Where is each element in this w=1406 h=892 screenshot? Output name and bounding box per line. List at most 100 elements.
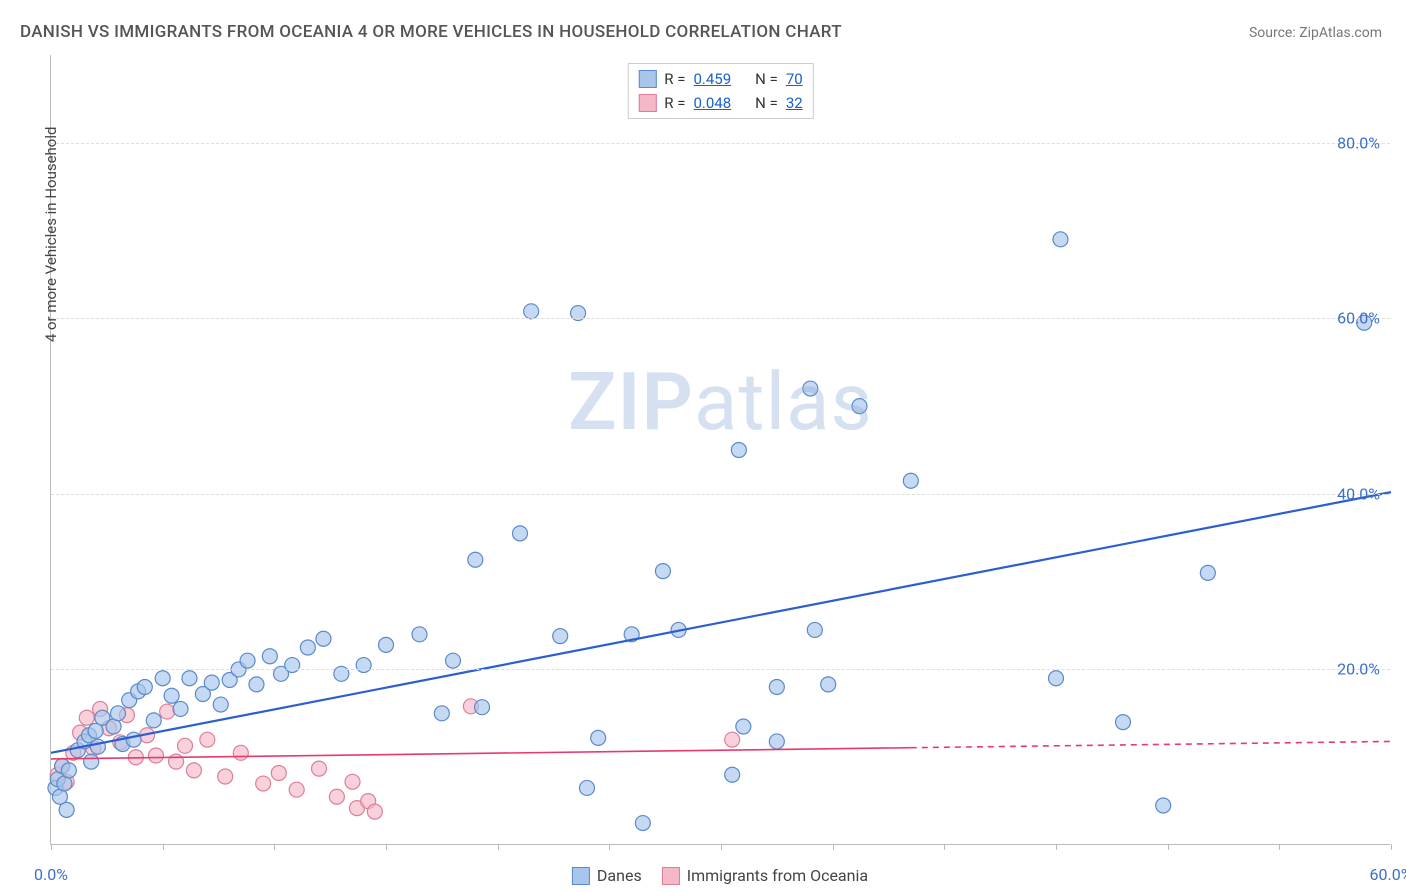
scatter-point: [1200, 565, 1215, 580]
trend-line-dashed: [911, 741, 1391, 747]
x-tick: [721, 844, 722, 850]
scatter-point: [249, 677, 264, 692]
n-value-danes[interactable]: 70: [786, 70, 803, 88]
scatter-point: [345, 774, 360, 789]
legend-swatch-oceania: [638, 94, 656, 112]
scatter-point: [434, 706, 449, 721]
x-tick: [163, 844, 164, 850]
x-tick: [274, 844, 275, 850]
scatter-point: [446, 653, 461, 668]
scatter-point: [316, 631, 331, 646]
scatter-point: [256, 776, 271, 791]
chart-container: ZIPatlas R = 0.459 N = 70 R = 0.048 N = …: [50, 55, 1390, 845]
trend-line: [51, 492, 1391, 753]
scatter-point: [725, 732, 740, 747]
scatter-point: [1049, 671, 1064, 686]
y-tick-label: 80.0%: [1337, 133, 1380, 152]
scatter-point: [524, 304, 539, 319]
scatter-point: [553, 629, 568, 644]
scatter-point: [731, 443, 746, 458]
y-tick-label: 20.0%: [1337, 660, 1380, 679]
x-tick: [1391, 844, 1392, 850]
scatter-point: [233, 745, 248, 760]
scatter-point: [160, 704, 175, 719]
n-value-oceania[interactable]: 32: [786, 94, 803, 112]
legend-stats-row-danes: R = 0.459 N = 70: [638, 67, 802, 91]
scatter-point: [146, 713, 161, 728]
scatter-point: [59, 802, 74, 817]
scatter-point: [635, 816, 650, 831]
scatter-point: [178, 738, 193, 753]
x-tick: [609, 844, 610, 850]
scatter-point: [213, 697, 228, 712]
scatter-point: [1116, 715, 1131, 730]
scatter-point: [769, 734, 784, 749]
scatter-point: [169, 754, 184, 769]
scatter-svg: [51, 55, 1390, 844]
scatter-point: [821, 677, 836, 692]
scatter-point: [111, 706, 126, 721]
scatter-point: [148, 748, 163, 763]
scatter-point: [262, 649, 277, 664]
scatter-point: [186, 763, 201, 778]
scatter-point: [807, 622, 822, 637]
gridline: [51, 318, 1390, 319]
scatter-point: [79, 710, 94, 725]
scatter-point: [367, 804, 382, 819]
r-value-danes[interactable]: 0.459: [693, 70, 731, 88]
scatter-point: [204, 675, 219, 690]
x-tick: [386, 844, 387, 850]
scatter-point: [61, 763, 76, 778]
x-tick: [51, 844, 52, 850]
x-tick-label: 0.0%: [34, 865, 68, 884]
x-tick: [498, 844, 499, 850]
scatter-point: [769, 680, 784, 695]
x-tick-label: 60.0%: [1370, 865, 1406, 884]
scatter-point: [312, 761, 327, 776]
scatter-point: [725, 767, 740, 782]
scatter-point: [240, 653, 255, 668]
y-tick-label: 60.0%: [1337, 309, 1380, 328]
scatter-point: [90, 739, 105, 754]
scatter-point: [591, 730, 606, 745]
r-value-oceania[interactable]: 0.048: [693, 94, 731, 112]
scatter-point: [655, 564, 670, 579]
legend-item-danes: Danes: [572, 866, 642, 885]
scatter-point: [84, 754, 99, 769]
y-tick-label: 40.0%: [1337, 484, 1380, 503]
scatter-point: [271, 766, 286, 781]
scatter-point: [580, 780, 595, 795]
scatter-point: [137, 680, 152, 695]
scatter-point: [329, 789, 344, 804]
legend-stats: R = 0.459 N = 70 R = 0.048 N = 32: [627, 63, 813, 119]
scatter-point: [200, 732, 215, 747]
scatter-point: [475, 700, 490, 715]
legend-item-oceania: Immigrants from Oceania: [662, 866, 868, 885]
gridline: [51, 494, 1390, 495]
scatter-point: [164, 688, 179, 703]
scatter-point: [513, 526, 528, 541]
x-tick: [1168, 844, 1169, 850]
scatter-point: [736, 719, 751, 734]
gridline: [51, 143, 1390, 144]
legend-swatch-oceania: [662, 867, 680, 885]
scatter-point: [412, 627, 427, 642]
scatter-point: [379, 637, 394, 652]
scatter-point: [182, 671, 197, 686]
plot-area: ZIPatlas R = 0.459 N = 70 R = 0.048 N = …: [50, 55, 1390, 845]
scatter-point: [1156, 798, 1171, 813]
scatter-point: [468, 552, 483, 567]
scatter-point: [126, 732, 141, 747]
legend-swatch-danes: [638, 70, 656, 88]
scatter-point: [218, 769, 233, 784]
scatter-point: [300, 640, 315, 655]
x-tick: [1279, 844, 1280, 850]
scatter-point: [852, 399, 867, 414]
source-label: Source: ZipAtlas.com: [1249, 25, 1382, 41]
scatter-point: [903, 473, 918, 488]
x-tick: [944, 844, 945, 850]
legend-swatch-danes: [572, 867, 590, 885]
scatter-point: [173, 701, 188, 716]
scatter-point: [803, 381, 818, 396]
scatter-point: [155, 671, 170, 686]
